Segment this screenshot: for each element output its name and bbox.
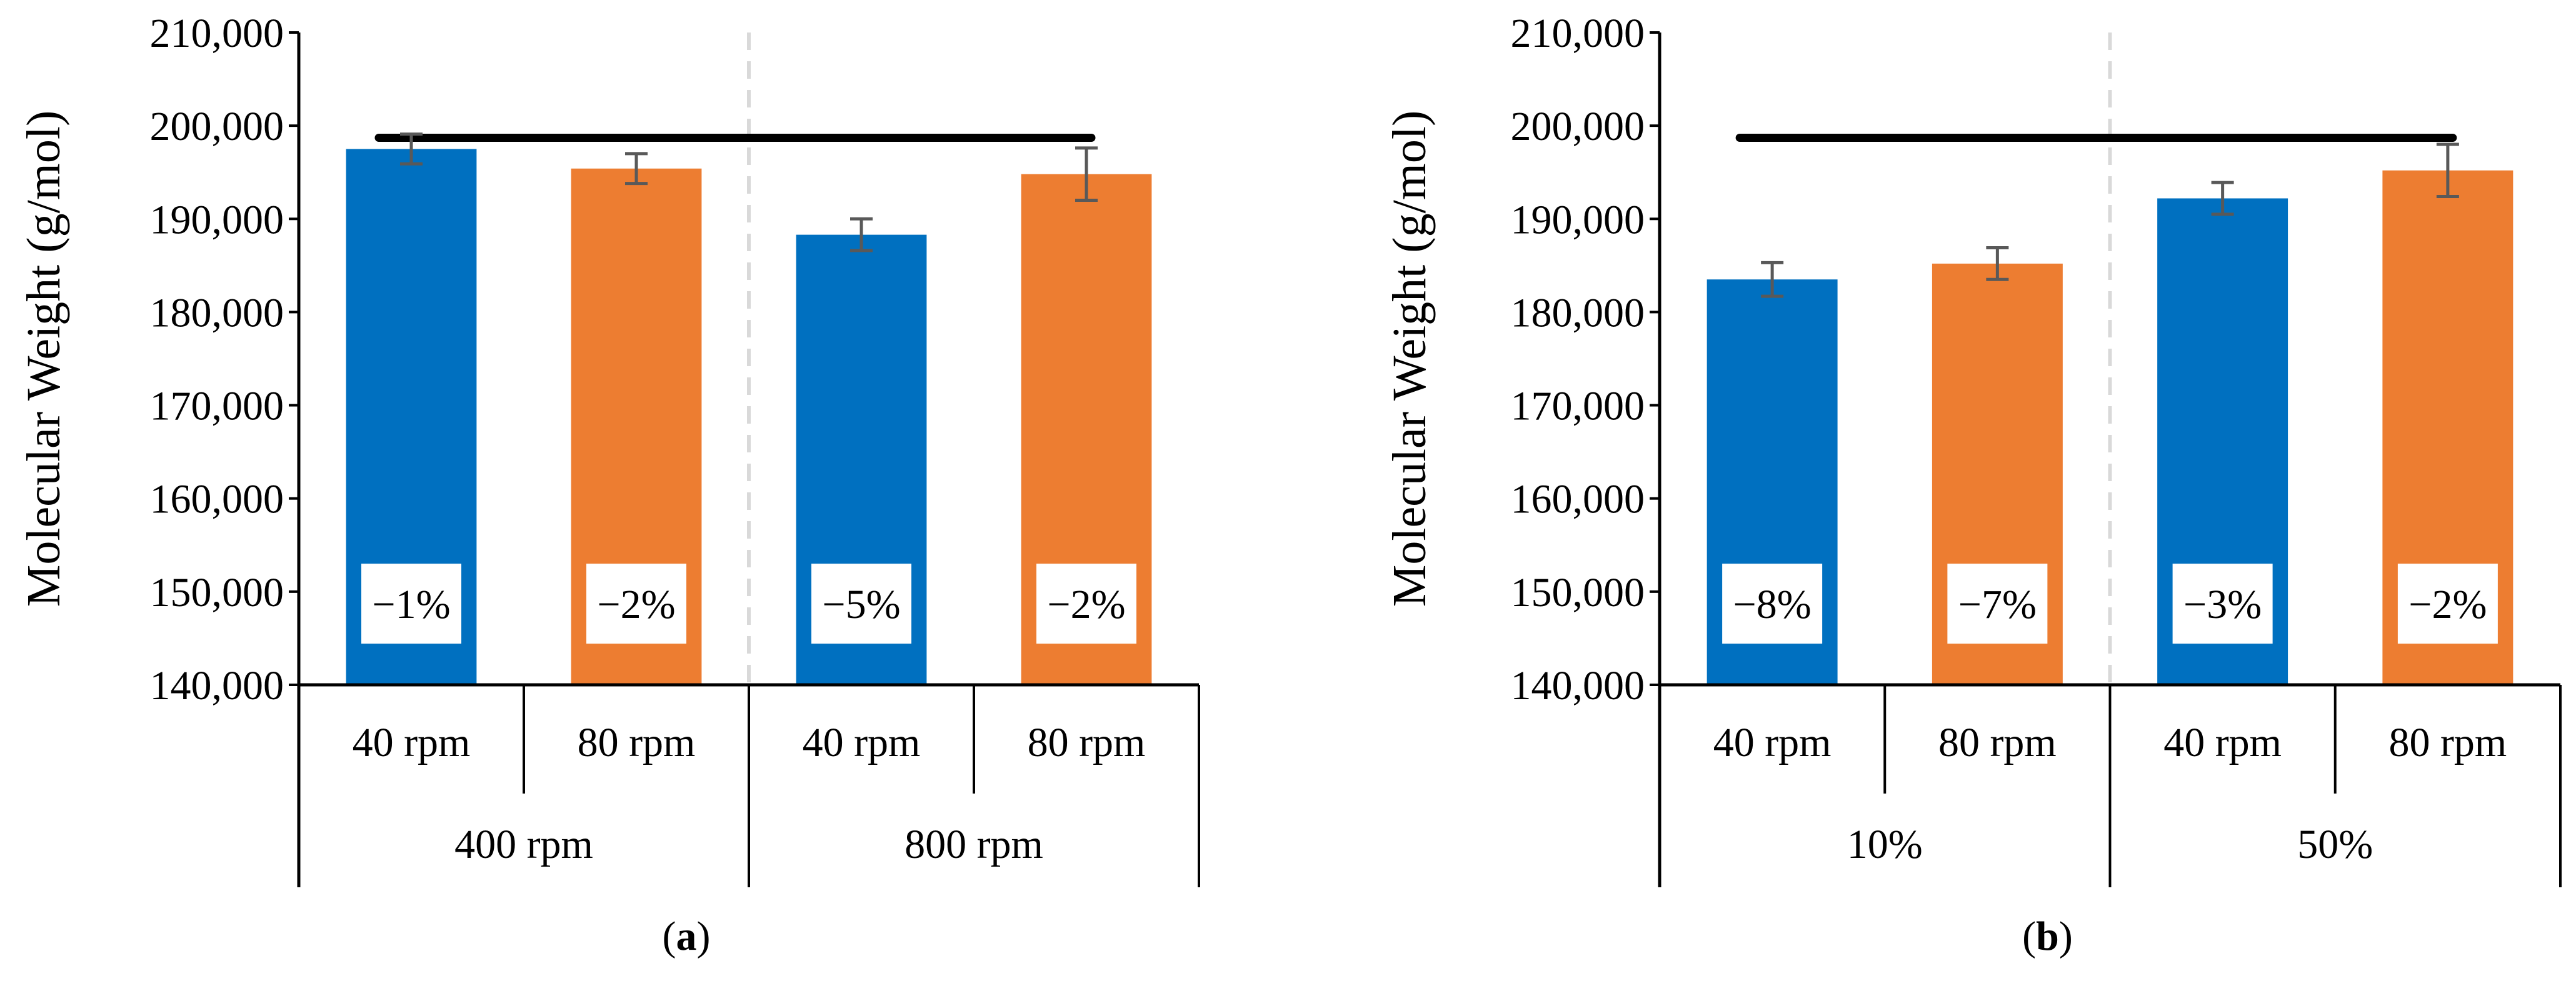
percent-label: −2% [1047,582,1125,627]
percent-label-box [2172,564,2273,644]
y-tick-label: 180,000 [150,290,284,336]
percent-label: −5% [822,582,900,627]
x-tick-label: 80 rpm [1028,720,1146,765]
percent-label-box [1036,564,1136,644]
y-tick-label: 140,000 [150,663,284,709]
panel-label: (b) [2022,914,2073,959]
y-tick-label: 150,000 [150,570,284,615]
percent-label: −8% [1733,582,1812,627]
y-tick-label: 140,000 [1511,663,1645,709]
x-tick-label: 40 rpm [353,720,471,765]
y-tick-label: 160,000 [1511,477,1645,522]
group-label: 800 rpm [905,822,1043,867]
percent-label-box [586,564,686,644]
percent-label-box [1722,564,1823,644]
y-tick-label: 210,000 [1511,11,1645,56]
percent-label: −1% [372,582,450,627]
y-tick-label: 210,000 [150,11,284,56]
x-tick-label: 80 rpm [2388,720,2507,765]
y-axis-label: Molecular Weight (g/mol) [18,111,70,607]
percent-label: −2% [2408,582,2487,627]
percent-label-box [811,564,911,644]
chart-panel-b: 140,000 150,000 160,000 170,000 180,000 190,0… [1383,11,2562,959]
percent-label-box [1947,564,2048,644]
x-tick-label: 80 rpm [1938,720,2057,765]
x-tick-label: 80 rpm [578,720,696,765]
percent-label: −7% [1958,582,2037,627]
y-axis-label: Molecular Weight (g/mol) [1383,111,1436,607]
y-tick-label: 150,000 [1511,570,1645,615]
y-tick-label: 190,000 [150,197,284,242]
group-label: 400 rpm [454,822,593,867]
y-tick-label: 200,000 [1511,104,1645,149]
y-tick-label: 180,000 [1511,290,1645,336]
group-label: 50% [2297,822,2373,867]
x-tick-label: 40 rpm [2163,720,2282,765]
y-tick-label: 170,000 [150,384,284,429]
percent-label: −2% [597,582,675,627]
y-tick-label: 200,000 [150,104,284,149]
panel-label: (a) [663,914,711,959]
chart-panel-a: 140,000 150,000 160,000 170,000 180,000 190,0… [18,11,1200,959]
y-tick-label: 160,000 [150,477,284,522]
percent-label-box [2397,564,2498,644]
group-label: 10% [1847,822,1923,867]
y-tick-label: 190,000 [1511,197,1645,242]
percent-label: −3% [2183,582,2262,627]
x-tick-label: 40 rpm [803,720,921,765]
percent-label-box [361,564,461,644]
y-tick-label: 170,000 [1511,384,1645,429]
x-tick-label: 40 rpm [1713,720,1832,765]
